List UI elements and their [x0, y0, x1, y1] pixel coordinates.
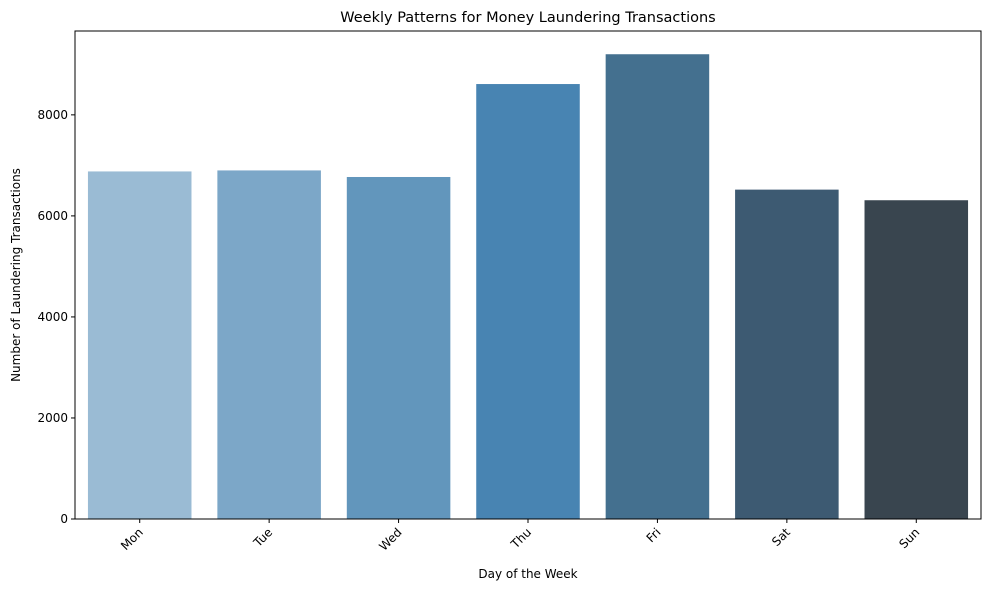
bar-thu [476, 84, 580, 519]
x-tick-label-thu: Thu [508, 525, 535, 552]
y-tick-label-8000: 8000 [37, 108, 68, 122]
y-axis-label: Number of Laundering Transactions [9, 168, 23, 382]
bar-fri [605, 54, 710, 519]
y-axis: 0 2000 4000 6000 8000 [37, 108, 75, 526]
bar-tue [217, 170, 321, 519]
bar-sat [735, 189, 839, 520]
x-tick-label-sun: Sun [896, 525, 922, 551]
x-tick-label-sat: Sat [769, 525, 793, 549]
x-axis: Mon Tue Wed Thu Fri Sat Sun [118, 519, 922, 554]
x-tick-label-fri: Fri [644, 525, 664, 545]
bar-mon [87, 171, 192, 520]
bars-group [87, 54, 969, 520]
bar-wed [346, 176, 451, 520]
y-tick-label-4000: 4000 [37, 310, 68, 324]
y-tick-label-2000: 2000 [37, 411, 68, 425]
x-tick-label-wed: Wed [376, 525, 404, 553]
x-axis-label: Day of the Week [478, 567, 577, 581]
bar-sun [864, 200, 969, 519]
x-tick-label-mon: Mon [118, 525, 146, 553]
chart-title: Weekly Patterns for Money Laundering Tra… [340, 10, 715, 26]
y-tick-label-6000: 6000 [37, 209, 68, 223]
x-tick-label-tue: Tue [250, 525, 275, 550]
y-tick-label-0: 0 [60, 512, 68, 526]
plot-frame [74, 30, 982, 520]
